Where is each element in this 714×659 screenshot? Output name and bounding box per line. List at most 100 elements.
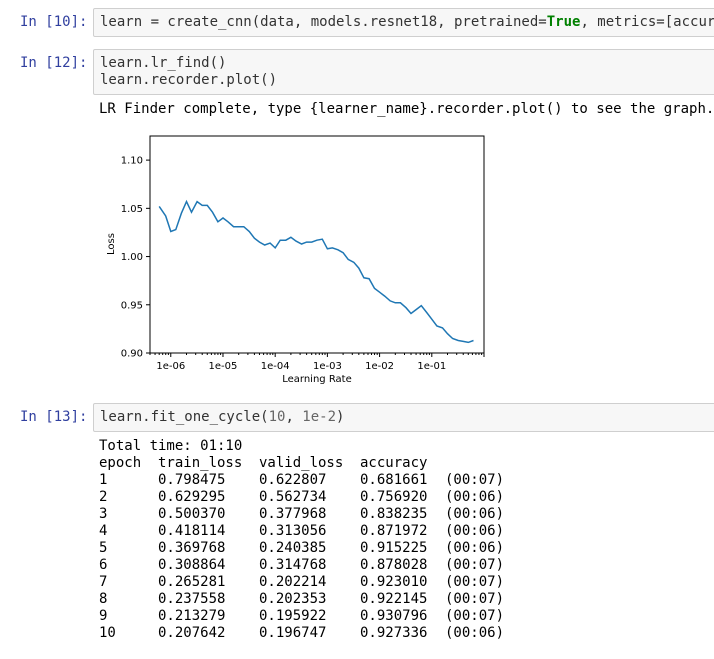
- table-cell: 0.878028: [360, 557, 428, 573]
- code-number: 1e-2: [302, 409, 337, 425]
- y-tick-label: 1.05: [121, 204, 143, 215]
- table-cell: 0.196747: [259, 625, 327, 641]
- y-tick-label: 1.00: [121, 252, 143, 263]
- table-cell: 4: [99, 523, 108, 539]
- cell-prompt: In [12]:: [20, 55, 88, 71]
- cell-output-text: LR Finder complete, type {learner_name}.…: [99, 101, 714, 117]
- table-row: 3 0.500370 0.377968 0.838235 (00:06): [99, 506, 504, 523]
- table-header-row: epoch train_loss valid_loss accuracy: [99, 455, 504, 472]
- table-cell: 0.202353: [259, 591, 327, 607]
- table-cell: 0.377968: [259, 506, 327, 522]
- table-cell: 10: [99, 625, 116, 641]
- loss-series-line: [158, 199, 474, 344]
- table-row: 10 0.207642 0.196747 0.927336 (00:06): [99, 625, 504, 642]
- x-axis-label: Learning Rate: [282, 374, 352, 385]
- table-cell: 0.308864: [158, 557, 226, 573]
- table-cell: (00:06): [445, 523, 505, 539]
- code-text: ,: [285, 409, 303, 425]
- table-cell: 0.207642: [158, 625, 226, 641]
- table-cell: 0.922145: [360, 591, 428, 607]
- table-cell: 0.237558: [158, 591, 226, 607]
- table-cell: 0.202214: [259, 574, 327, 590]
- code-text: ): [336, 409, 345, 425]
- column-header: epoch: [99, 455, 142, 471]
- lr-finder-chart: 0.90 0.95 1.00 1.05 1.10 1e-06 1e-05 1e-04 1e-0…: [106, 135, 485, 385]
- table-row: 2 0.629295 0.562734 0.756920 (00:06): [99, 489, 504, 506]
- x-tick-label: 1e-05: [209, 361, 238, 372]
- y-tick-label: 0.95: [121, 300, 143, 311]
- code-input[interactable]: learn = create_cnn(data, models.resnet18…: [93, 8, 714, 37]
- table-cell: 0.838235: [360, 506, 428, 522]
- table-cell: (00:07): [445, 591, 505, 607]
- table-row: 9 0.213279 0.195922 0.930796 (00:07): [99, 608, 504, 625]
- code-input[interactable]: learn.lr_find() learn.recorder.plot(): [93, 49, 714, 95]
- table-cell: 0.265281: [158, 574, 226, 590]
- y-tick-label: 0.90: [121, 349, 143, 360]
- code-text: learn = create_cnn(data, models.resnet18…: [100, 14, 547, 30]
- y-tick-label: 1.10: [121, 156, 143, 167]
- y-axis-label: Loss: [106, 233, 117, 255]
- table-cell: 0.915225: [360, 540, 428, 556]
- column-header: accuracy: [360, 455, 428, 471]
- table-cell: (00:07): [445, 557, 505, 573]
- table-cell: 7: [99, 574, 108, 590]
- table-cell: 0.930796: [360, 608, 428, 624]
- table-cell: (00:06): [445, 489, 505, 505]
- training-results-table: epoch train_loss valid_loss accuracy 1 0.…: [99, 455, 504, 642]
- table-cell: 0.871972: [360, 523, 428, 539]
- table-row: 4 0.418114 0.313056 0.871972 (00:06): [99, 523, 504, 540]
- code-line: learn.recorder.plot(): [100, 72, 278, 88]
- table-cell: 0.798475: [158, 472, 226, 488]
- table-cell: 0.418114: [158, 523, 226, 539]
- table-cell: 0.927336: [360, 625, 428, 641]
- table-cell: 0.213279: [158, 608, 226, 624]
- code-number: 10: [268, 409, 286, 425]
- table-cell: (00:07): [445, 608, 505, 624]
- column-header: [445, 455, 504, 472]
- table-cell: 6: [99, 557, 108, 573]
- table-cell: 0.756920: [360, 489, 428, 505]
- table-cell: (00:06): [445, 506, 505, 522]
- x-tick-label: 1e-03: [313, 361, 342, 372]
- table-row: 8 0.237558 0.202353 0.922145 (00:07): [99, 591, 504, 608]
- x-tick-label: 1e-02: [365, 361, 394, 372]
- table-cell: 2: [99, 489, 108, 505]
- table-cell: 0.681661: [360, 472, 428, 488]
- table-cell: 0.369768: [158, 540, 226, 556]
- table-row: 6 0.308864 0.314768 0.878028 (00:07): [99, 557, 504, 574]
- table-cell: 0.622807: [259, 472, 327, 488]
- code-text: , metrics=[accur: [580, 14, 714, 30]
- code-line: learn.lr_find(): [100, 55, 227, 71]
- table-row: 1 0.798475 0.622807 0.681661 (00:07): [99, 472, 504, 489]
- table-cell: 3: [99, 506, 108, 522]
- table-cell: 0.314768: [259, 557, 327, 573]
- table-cell: 8: [99, 591, 108, 607]
- table-cell: 0.313056: [259, 523, 327, 539]
- table-cell: 0.562734: [259, 489, 327, 505]
- table-cell: (00:06): [445, 625, 505, 641]
- code-input[interactable]: learn.fit_one_cycle(10, 1e-2): [93, 403, 714, 432]
- table-cell: 9: [99, 608, 108, 624]
- code-keyword: True: [546, 14, 581, 30]
- total-time-text: Total time: 01:10: [99, 438, 243, 454]
- column-header: valid_loss: [259, 455, 344, 471]
- table-cell: (00:07): [445, 472, 505, 488]
- table-row: 7 0.265281 0.202214 0.923010 (00:07): [99, 574, 504, 591]
- table-cell: 0.500370: [158, 506, 226, 522]
- cell-prompt: In [10]:: [20, 14, 88, 30]
- x-tick-label: 1e-01: [417, 361, 446, 372]
- table-row: 5 0.369768 0.240385 0.915225 (00:06): [99, 540, 504, 557]
- table-cell: (00:06): [445, 540, 505, 556]
- table-cell: 1: [99, 472, 108, 488]
- plot-frame: [149, 135, 485, 354]
- table-cell: 0.629295: [158, 489, 226, 505]
- code-text: learn.fit_one_cycle(: [100, 409, 269, 425]
- cell-prompt: In [13]:: [20, 409, 88, 425]
- x-tick-label: 1e-06: [156, 361, 185, 372]
- table-cell: 5: [99, 540, 108, 556]
- table-cell: 0.240385: [259, 540, 327, 556]
- column-header: train_loss: [158, 455, 243, 471]
- table-cell: 0.923010: [360, 574, 428, 590]
- table-cell: 0.195922: [259, 608, 327, 624]
- table-cell: (00:07): [445, 574, 505, 590]
